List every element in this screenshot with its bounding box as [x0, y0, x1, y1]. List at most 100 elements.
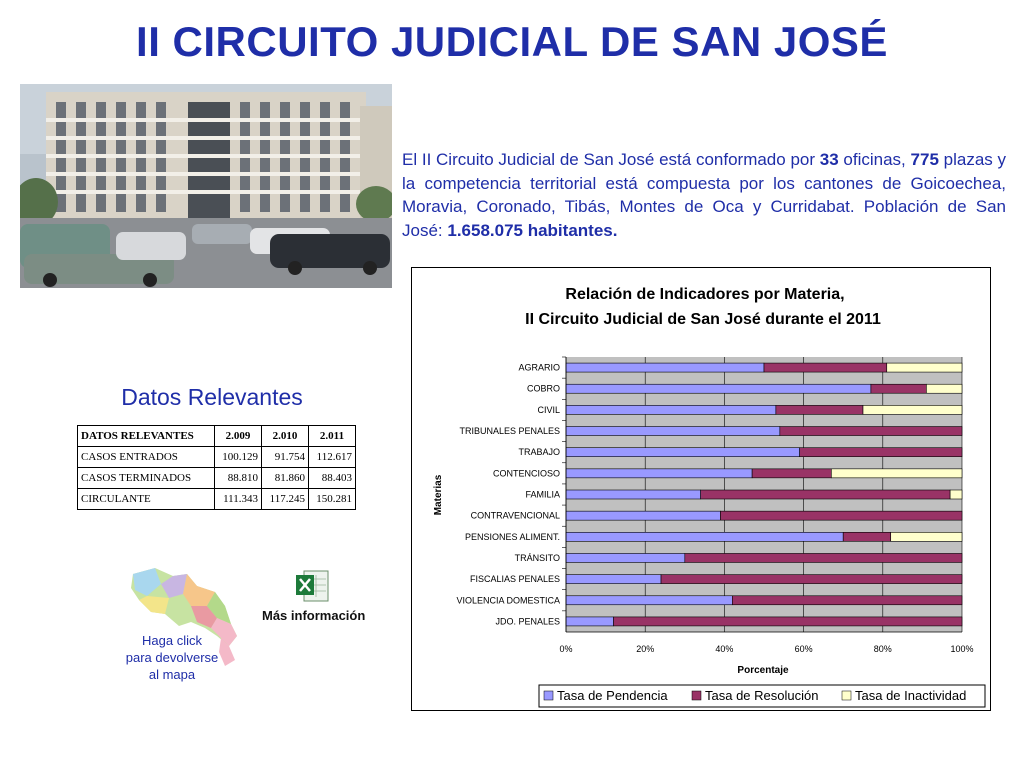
bar-segment-resolucion	[720, 510, 963, 521]
y-category-label: CONTENCIOSO	[493, 468, 560, 478]
x-tick-label: 20%	[636, 644, 654, 654]
map-link[interactable]	[125, 566, 243, 678]
bar-segment-resolucion	[842, 532, 892, 542]
bar-segment-pendencia	[565, 532, 844, 542]
datos-table: DATOS RELEVANTES 2.009 2.010 2.011 CASOS…	[77, 425, 356, 510]
table-cell: 112.617	[308, 446, 356, 468]
more-info-link[interactable]: Más información	[262, 608, 366, 623]
intro-text-3: plazas y la competencia territorial está…	[402, 150, 1007, 240]
bar-segment-inactividad	[926, 383, 963, 394]
bar-segment-resolucion	[779, 426, 963, 436]
bar-segment-resolucion	[799, 447, 963, 457]
table-cell: 88.403	[308, 467, 356, 489]
column-header: 2.009	[214, 425, 262, 447]
y-category-label: VIOLENCIA DOMESTICA	[456, 595, 560, 605]
map-caption[interactable]: Haga click para devolverse al mapa	[112, 632, 232, 683]
table-cell: 88.810	[214, 467, 262, 489]
table-cell: 150.281	[308, 488, 356, 510]
table-row: CASOS TERMINADOS 88.810 81.860 88.403	[77, 467, 356, 489]
excel-icon[interactable]	[294, 567, 330, 603]
bar-segment-resolucion	[775, 405, 864, 415]
map-caption-line: Haga click	[142, 633, 202, 648]
bar-segment-pendencia	[565, 616, 614, 627]
bar-segment-resolucion	[763, 362, 888, 373]
y-category-label: PENSIONES ALIMENT.	[465, 532, 560, 542]
table-cell: 111.343	[214, 488, 262, 510]
legend-swatch-resolucion	[691, 690, 702, 701]
map-caption-line: para devolverse	[125, 650, 219, 665]
chart-subtitle: II Circuito Judicial de San José durante…	[525, 311, 881, 328]
table-header-row: DATOS RELEVANTES 2.009 2.010 2.011	[77, 425, 356, 447]
bar-segment-inactividad	[886, 362, 963, 373]
bar-segment-resolucion	[751, 468, 832, 479]
legend-frame	[538, 684, 986, 708]
y-category-label: FISCALIAS PENALES	[470, 574, 560, 584]
legend-label-pendencia: Tasa de Pendencia	[557, 688, 668, 703]
bar-segment-pendencia	[565, 468, 753, 479]
y-category-label: TRABAJO	[518, 447, 560, 457]
bar-segment-pendencia	[565, 553, 686, 563]
bar-segment-pendencia	[565, 405, 777, 415]
chart-legend: Tasa de Pendencia Tasa de Resolución Tas…	[538, 684, 986, 708]
bar-segment-inactividad	[831, 468, 963, 479]
y-category-label: JDO. PENALES	[495, 616, 560, 626]
bar-segment-resolucion	[684, 553, 963, 563]
bar-segment-pendencia	[565, 510, 721, 521]
legend-label-inactividad: Tasa de Inactividad	[855, 688, 966, 703]
legend-swatch-pendencia	[543, 690, 554, 701]
building-photo	[20, 84, 392, 288]
bar-segment-inactividad	[890, 532, 963, 542]
legend-label-resolucion: Tasa de Resolución	[705, 688, 818, 703]
bar-segment-pendencia	[565, 447, 800, 457]
table-row: CIRCULANTE 111.343 117.245 150.281	[77, 488, 356, 510]
x-tick-label: 40%	[715, 644, 733, 654]
legend-swatch-inactividad	[841, 690, 852, 701]
bar-segment-inactividad	[862, 405, 963, 415]
map-caption-line: al mapa	[148, 667, 196, 682]
y-category-label: TRÁNSITO	[515, 553, 560, 563]
y-category-label: COBRO	[527, 384, 560, 394]
table-row: CASOS ENTRADOS 100.129 91.754 112.617	[77, 446, 356, 468]
bar-segment-resolucion	[732, 595, 963, 606]
bar-segment-resolucion	[870, 383, 927, 394]
plot-area: 0% 20% 40% 60% 80% 100% AGRARIO COBRO CIVIL TRIBU…	[456, 356, 974, 654]
building-photo-illustration	[20, 84, 392, 288]
bar-segment-inactividad	[949, 489, 963, 500]
page-title: II CIRCUITO JUDICIAL DE SAN JOSÉ	[136, 18, 888, 65]
x-tick-label: 80%	[874, 644, 892, 654]
bar-segment-pendencia	[565, 595, 733, 606]
bar-segment-pendencia	[565, 362, 765, 373]
table-cell: 81.860	[261, 467, 309, 489]
population-value: 1.658.075 habitantes.	[447, 220, 618, 240]
intro-text-2: oficinas,	[838, 150, 911, 169]
y-category-label: FAMILIA	[525, 490, 560, 500]
column-header: 2.011	[308, 425, 356, 447]
row-label: CASOS ENTRADOS	[77, 446, 215, 468]
column-header: DATOS RELEVANTES	[77, 425, 215, 447]
intro-text-1: El II Circuito Judicial de San José está…	[402, 150, 820, 169]
row-label: CASOS TERMINADOS	[77, 467, 215, 489]
bar-segment-resolucion	[660, 574, 963, 584]
bar-segment-pendencia	[565, 426, 781, 436]
column-header: 2.010	[261, 425, 309, 447]
y-axis-label: Materias	[433, 474, 444, 515]
costa-rica-map-icon	[131, 568, 237, 666]
plazas-count: 775	[910, 150, 939, 169]
table-cell: 117.245	[261, 488, 309, 510]
table-cell: 100.129	[214, 446, 262, 468]
x-tick-label: 100%	[950, 644, 973, 654]
bar-segment-resolucion	[613, 616, 963, 627]
x-tick-label: 60%	[795, 644, 813, 654]
table-cell: 91.754	[261, 446, 309, 468]
y-category-label: AGRARIO	[518, 363, 560, 373]
intro-paragraph: El II Circuito Judicial de San José está…	[402, 148, 1006, 242]
chart-panel: Relación de Indicadores por Materia, II …	[411, 267, 991, 711]
chart-title: Relación de Indicadores por Materia,	[565, 286, 844, 303]
y-category-label: TRIBUNALES PENALES	[459, 426, 560, 436]
y-category-label: CIVIL	[537, 405, 560, 415]
datos-heading: Datos Relevantes	[121, 384, 303, 410]
row-label: CIRCULANTE	[77, 488, 215, 510]
offices-count: 33	[819, 150, 839, 169]
bar-segment-pendencia	[565, 383, 872, 394]
bar-segment-pendencia	[565, 574, 662, 584]
